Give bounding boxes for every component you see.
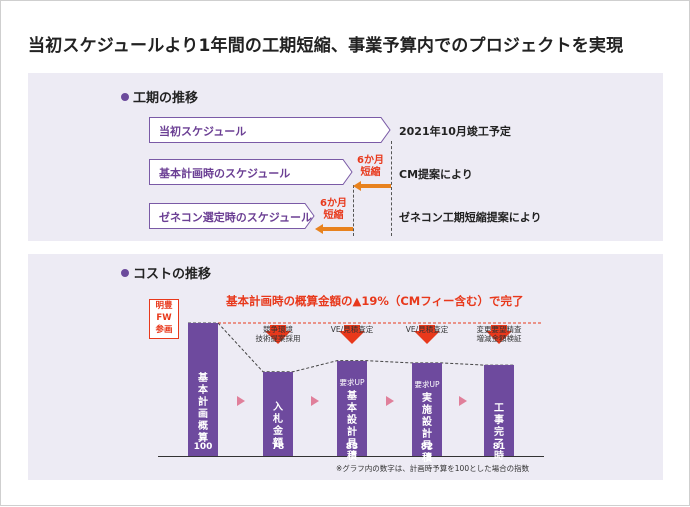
shorten-amount: 6か月 (357, 155, 384, 166)
guide-line (391, 141, 392, 236)
cost-bar-label: 基本設計見積 (347, 390, 357, 462)
cost-down-arrow-icon (486, 325, 512, 344)
schedule-row-original: 当初スケジュール (149, 117, 391, 143)
cost-headline: 基本計画時の概算金額の▲19%（CMフィー含む）で完了 (226, 294, 524, 308)
bullet-icon (121, 269, 129, 277)
cost-step-annotation: VE/見積査定 (330, 325, 374, 334)
cost-down-arrow-icon (339, 325, 365, 344)
cost-step-annotation: 競争環境 技術提案採用 (255, 325, 301, 343)
schedule-row-note: CM提案により (399, 168, 473, 181)
schedule-bar-shape (149, 159, 353, 185)
shorten-word: 短縮 (323, 210, 344, 221)
schedule-bar-shape (149, 117, 391, 143)
requirement-up-box: 要求UP (412, 380, 442, 389)
footnote: ※グラフ内の数字は、計画時予算を100とした場合の指数 (336, 464, 530, 473)
cost-bar-value: 83 (345, 442, 359, 452)
schedule-row-contractor: ゼネコン選定時のスケジュール (149, 203, 315, 229)
cost-bar-value: 100 (193, 442, 213, 452)
cost-heading: コストの推移 (121, 263, 211, 282)
cost-step-annotation: 変更要望精査 増減金額検証 (476, 325, 522, 343)
requirement-up-box: 要求UP (337, 378, 367, 387)
cost-bar-label: 工事完了時 (494, 403, 504, 463)
fw-tag-line: 参画 (155, 325, 173, 335)
schedule-row-note: ゼネコン工期短縮提案により (399, 211, 542, 224)
cost-bar-value: 81 (492, 442, 506, 452)
page-title: 当初スケジュールより1年間の工期短縮、事業予算内でのプロジェクトを実現 (28, 36, 624, 56)
cost-down-arrow-icon (414, 325, 440, 344)
cost-bar-value: 78 (271, 442, 285, 452)
cost-step-annotation: VE/見積査定 (405, 325, 449, 334)
schedule-row-label: ゼネコン選定時のスケジュール (159, 211, 313, 224)
cost-bar (412, 362, 442, 456)
cost-bar (188, 323, 218, 456)
shorten-label: 6か月 短縮 (320, 198, 347, 222)
shorten-label: 6か月 短縮 (357, 155, 384, 179)
cost-bar-value: 82 (420, 442, 434, 452)
cost-bar (337, 360, 367, 456)
cost-heading-text: コストの推移 (133, 267, 212, 282)
requirement-up-label: 要求UP (339, 377, 365, 387)
schedule-panel (28, 73, 663, 241)
fw-tag-line: FW (156, 313, 172, 323)
cost-bar-label: 実施設計見積 (422, 392, 432, 464)
schedule-row-note: 2021年10月竣工予定 (399, 125, 511, 138)
schedule-row-label: 基本計画時のスケジュール (159, 167, 291, 180)
next-step-arrow-icon (236, 396, 245, 406)
cost-bar-label: 基本計画概算 (198, 373, 208, 444)
next-step-arrow-icon (385, 396, 394, 406)
fw-tag-line: 明豊 (155, 301, 173, 311)
next-step-arrow-icon (311, 396, 319, 406)
shorten-arrow-icon (315, 224, 353, 234)
guide-line (353, 185, 354, 236)
schedule-bar-shape (149, 203, 315, 229)
schedule-row-basic-plan: 基本計画時のスケジュール (149, 159, 353, 185)
cost-bar-label: 入札金額 (273, 401, 283, 449)
bullet-icon (121, 93, 129, 101)
cost-bar (484, 365, 514, 456)
requirement-up-label: 要求UP (414, 379, 440, 389)
schedule-row-label: 当初スケジュール (159, 125, 247, 138)
schedule-heading: 工期の推移 (121, 87, 198, 106)
schedule-heading-text: 工期の推移 (133, 91, 199, 106)
fw-participation-tag: 明豊 FW 参画 (149, 299, 179, 339)
shorten-arrow-icon (353, 181, 391, 191)
shorten-amount: 6か月 (320, 198, 347, 209)
shorten-word: 短縮 (360, 167, 381, 178)
next-step-arrow-icon (459, 396, 467, 406)
cost-bar (263, 371, 293, 456)
cost-down-arrow-icon (265, 325, 291, 344)
